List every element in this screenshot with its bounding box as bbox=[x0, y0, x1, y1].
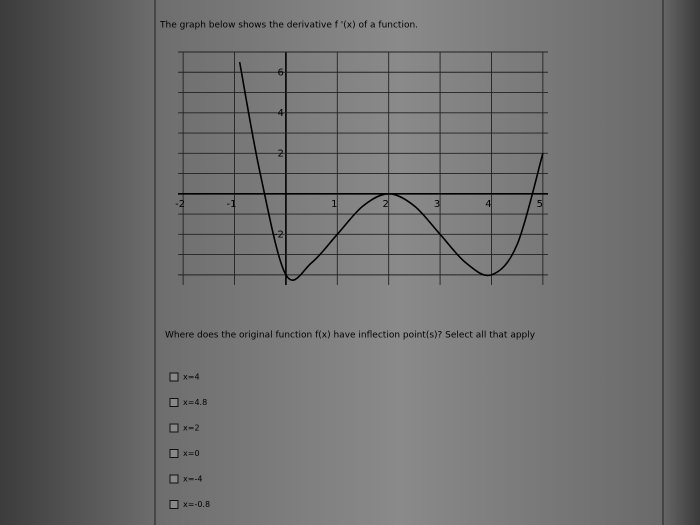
x-tick-label: -1 bbox=[227, 199, 237, 210]
checkbox[interactable] bbox=[169, 500, 179, 509]
curve bbox=[238, 61, 544, 281]
y-tick-label: -2 bbox=[274, 229, 284, 240]
option-label[interactable]: x=-4 bbox=[183, 475, 202, 484]
chart: -2 -1 1 2 3 4 5 -2 2 4 6 bbox=[175, 51, 548, 285]
question-text: Where does the original function f(x) ha… bbox=[165, 331, 536, 341]
x-tick-label: 4 bbox=[485, 199, 491, 210]
checkbox[interactable] bbox=[169, 372, 179, 382]
checkbox[interactable] bbox=[169, 398, 179, 407]
option-label[interactable]: x=0 bbox=[183, 449, 200, 458]
options: x=4 x=4.8 x=2 x=0 x=-4 x=-0.8 bbox=[169, 372, 210, 509]
x-tick-label: -2 bbox=[175, 199, 185, 210]
x-tick-label: 2 bbox=[383, 199, 389, 210]
y-tick-label: 2 bbox=[278, 148, 284, 159]
option-label[interactable]: x=2 bbox=[183, 424, 200, 433]
question-title: The graph below shows the derivative f '… bbox=[159, 21, 418, 31]
y-tick-label: 6 bbox=[278, 67, 284, 78]
checkbox[interactable] bbox=[169, 449, 179, 458]
option-label[interactable]: x=-0.8 bbox=[183, 500, 210, 509]
x-tick-label: 5 bbox=[537, 199, 543, 210]
x-tick-label: 3 bbox=[434, 199, 440, 210]
checkbox[interactable] bbox=[169, 474, 179, 484]
checkbox[interactable] bbox=[169, 423, 179, 433]
option-label[interactable]: x=4.8 bbox=[183, 398, 207, 407]
x-tick-label: 1 bbox=[331, 199, 337, 210]
option-label[interactable]: x=4 bbox=[183, 373, 200, 382]
y-tick-label: 4 bbox=[278, 108, 284, 119]
